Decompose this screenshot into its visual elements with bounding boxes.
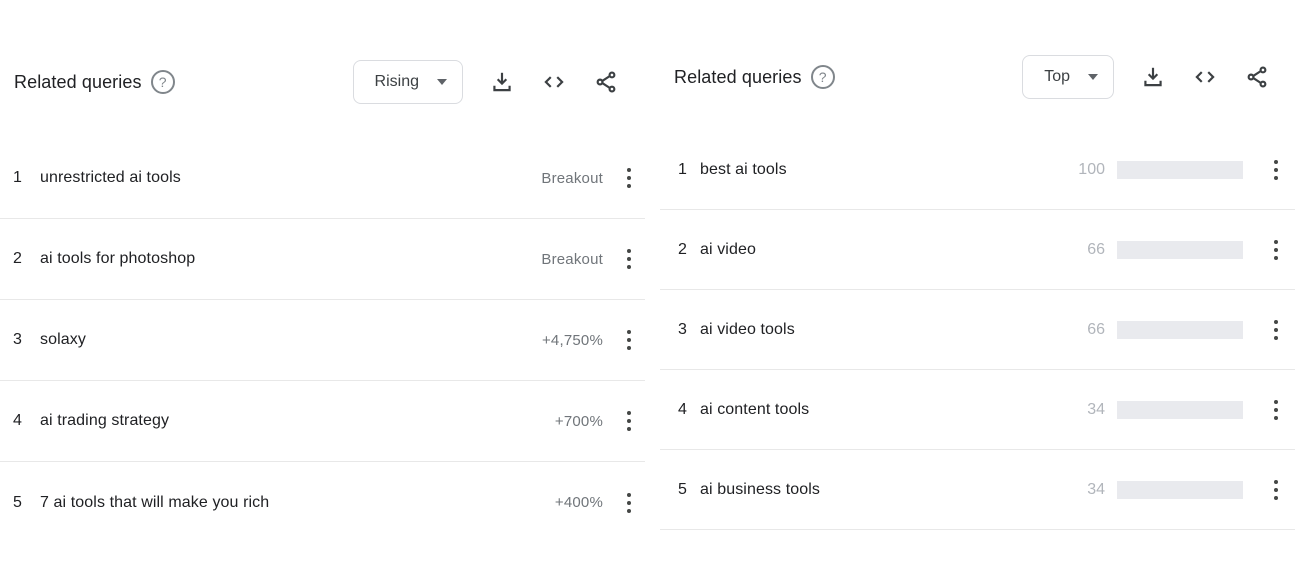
filter-dropdown-label: Rising [374, 73, 419, 90]
share-icon[interactable] [1244, 64, 1270, 90]
query-row: 1 best ai tools 100 [660, 130, 1295, 210]
row-rank: 2 [678, 240, 687, 258]
panel-header: Related queries ? Rising [0, 60, 645, 104]
query-list: 1 best ai tools 100 2 ai video 66 3 ai v… [660, 130, 1295, 530]
row-value: 34 [1087, 480, 1105, 498]
query-row: 2 ai video 66 [660, 210, 1295, 290]
row-value: Breakout [541, 169, 603, 187]
query-link[interactable]: 7 ai tools that will make you rich [40, 493, 270, 511]
chevron-down-icon [437, 79, 447, 85]
download-icon[interactable] [1140, 64, 1166, 90]
score-bar [1117, 480, 1243, 499]
more-options-icon[interactable] [1266, 159, 1286, 180]
query-row: 5 ai business tools 34 [660, 450, 1295, 530]
row-value: 66 [1087, 320, 1105, 338]
row-rank: 3 [678, 320, 687, 338]
row-value: 66 [1087, 240, 1105, 258]
row-value: +400% [554, 494, 603, 511]
related-queries-rising-panel: Related queries ? Rising 1 unrestricted … [0, 0, 645, 543]
row-rank: 5 [13, 493, 22, 511]
score-bar [1117, 240, 1243, 259]
filter-dropdown-label: Top [1044, 68, 1070, 85]
filter-dropdown[interactable]: Top [1022, 55, 1114, 99]
help-icon[interactable]: ? [150, 70, 175, 94]
query-link[interactable]: ai tools for photoshop [40, 250, 196, 267]
row-value: Breakout [541, 250, 603, 268]
panel-header: Related queries ? Top [660, 55, 1314, 99]
more-options-icon[interactable] [1266, 479, 1286, 500]
query-row: 5 7 ai tools that will make you rich +40… [0, 462, 645, 543]
row-rank: 1 [678, 160, 687, 178]
related-queries-top-panel: Related queries ? Top 1 best ai tools [660, 0, 1314, 530]
row-value: 34 [1087, 400, 1105, 418]
more-options-icon[interactable] [619, 330, 639, 350]
row-value: +4,750% [541, 331, 603, 349]
row-rank: 1 [13, 169, 22, 186]
query-row: 3 ai video tools 66 [660, 290, 1295, 370]
query-row: 3 solaxy +4,750% [0, 300, 645, 381]
query-link[interactable]: unrestricted ai tools [40, 169, 181, 186]
query-link[interactable]: ai content tools [700, 400, 810, 418]
query-row: 4 ai trading strategy +700% [0, 381, 645, 462]
query-link[interactable]: ai trading strategy [40, 412, 170, 429]
panel-title: Related queries [14, 71, 142, 92]
query-row: 2 ai tools for photoshop Breakout [0, 219, 645, 300]
row-value: 100 [1078, 160, 1105, 178]
more-options-icon[interactable] [1266, 319, 1286, 340]
help-icon[interactable]: ? [810, 65, 835, 89]
embed-icon[interactable] [1192, 64, 1218, 90]
panel-title: Related queries [674, 66, 802, 87]
query-list: 1 unrestricted ai tools Breakout 2 ai to… [0, 138, 645, 543]
more-options-icon[interactable] [619, 168, 639, 188]
query-link[interactable]: solaxy [40, 331, 86, 348]
query-row: 1 unrestricted ai tools Breakout [0, 138, 645, 219]
query-link[interactable]: ai video tools [700, 320, 795, 338]
more-options-icon[interactable] [1266, 239, 1286, 260]
query-row: 4 ai content tools 34 [660, 370, 1295, 450]
more-options-icon[interactable] [619, 249, 639, 269]
more-options-icon[interactable] [619, 492, 639, 513]
row-rank: 4 [678, 400, 687, 418]
chevron-down-icon [1088, 74, 1098, 80]
score-bar [1117, 160, 1243, 179]
more-options-icon[interactable] [619, 411, 639, 431]
row-rank: 3 [13, 331, 22, 348]
score-bar [1117, 400, 1243, 419]
filter-dropdown[interactable]: Rising [352, 60, 463, 104]
row-rank: 4 [13, 412, 22, 429]
score-bar [1117, 320, 1243, 339]
row-value: +700% [554, 412, 603, 430]
row-rank: 2 [13, 250, 22, 267]
row-rank: 5 [678, 480, 687, 498]
query-link[interactable]: ai business tools [700, 480, 820, 498]
more-options-icon[interactable] [1266, 399, 1286, 420]
query-link[interactable]: ai video [700, 240, 756, 258]
query-link[interactable]: best ai tools [700, 160, 787, 178]
share-icon[interactable] [593, 69, 619, 95]
download-icon[interactable] [489, 69, 515, 95]
embed-icon[interactable] [541, 69, 567, 95]
